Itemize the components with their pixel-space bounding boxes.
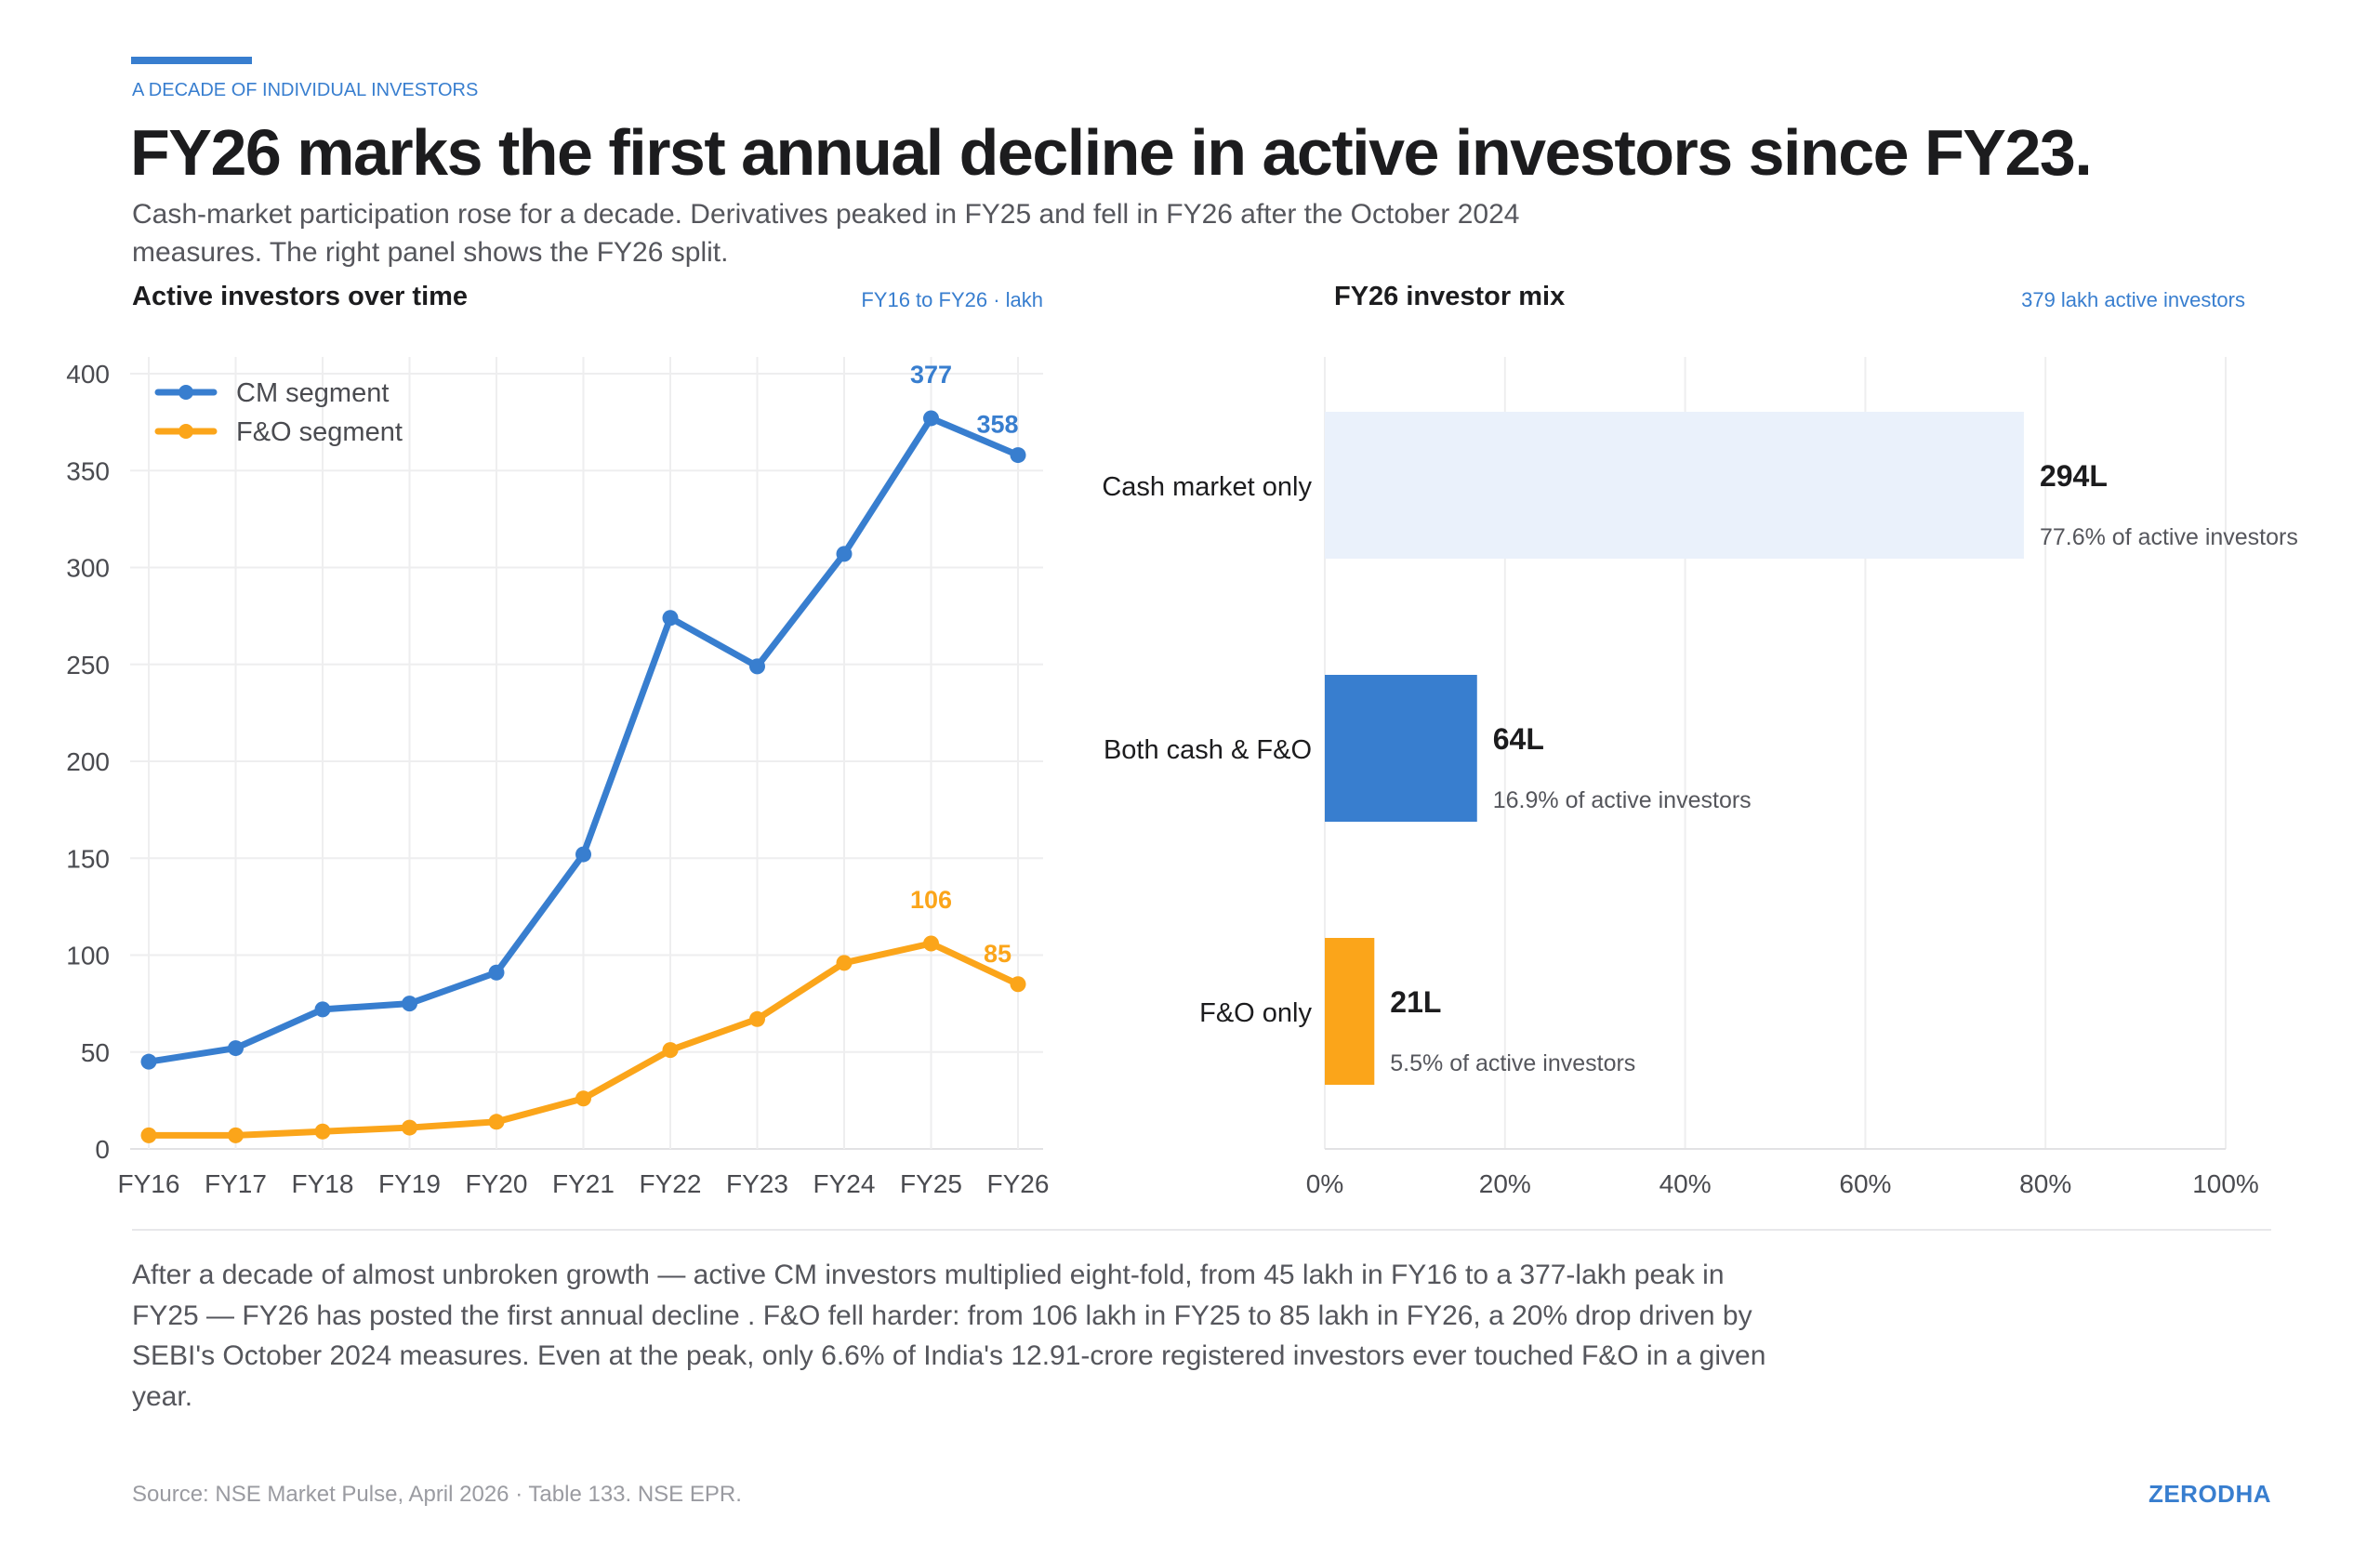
bar bbox=[1325, 938, 1375, 1085]
bar-group: F&O only 21L 5.5% of active investors bbox=[1199, 938, 1635, 1085]
legend-item: CM segment bbox=[154, 378, 389, 408]
x-tick-label: FY16 bbox=[118, 1169, 180, 1198]
value-label: 64L bbox=[1493, 722, 1544, 756]
data-point bbox=[836, 955, 853, 971]
y-tick-label: 0 bbox=[95, 1135, 110, 1164]
data-point bbox=[749, 1010, 765, 1027]
x-tick-label: FY21 bbox=[552, 1169, 615, 1198]
bar-chart-note: 379 lakh active investors bbox=[2021, 288, 2245, 311]
data-point bbox=[662, 1042, 679, 1059]
legend-label: CM segment bbox=[236, 378, 389, 408]
x-tick-label: 20% bbox=[1479, 1169, 1531, 1198]
eyebrow-label: A DECADE OF INDIVIDUAL INVESTORS bbox=[132, 80, 479, 100]
data-point bbox=[140, 1053, 157, 1070]
data-label: 106 bbox=[910, 886, 952, 914]
category-label: F&O only bbox=[1199, 998, 1312, 1028]
data-label: 358 bbox=[976, 411, 1018, 439]
bar-chart-bars: Cash market only 294L 77.6% of active inve… bbox=[1102, 412, 2298, 1085]
page-title: FY26 marks the first annual decline in a… bbox=[130, 116, 2093, 189]
data-label: 377 bbox=[910, 361, 952, 389]
value-label: 21L bbox=[1390, 985, 1441, 1019]
percent-label: 5.5% of active investors bbox=[1390, 1050, 1635, 1076]
x-tick-label: FY19 bbox=[378, 1169, 441, 1198]
brand-logo: ZERODHA bbox=[2148, 1480, 2271, 1508]
category-label: Both cash & F&O bbox=[1104, 735, 1312, 765]
bar-chart: 0% 20% 40% 60% 80% 100% Cash market only 294L 7… bbox=[1102, 357, 2298, 1198]
data-point bbox=[228, 1127, 244, 1143]
legend-marker bbox=[178, 424, 193, 439]
data-point bbox=[402, 996, 417, 1012]
line-chart-legend: CM segment F&O segment bbox=[154, 378, 403, 447]
divider bbox=[132, 1229, 2271, 1231]
x-tick-label: FY26 bbox=[987, 1169, 1050, 1198]
data-label: 85 bbox=[984, 940, 1012, 968]
legend-item: F&O segment bbox=[154, 417, 403, 447]
data-point bbox=[228, 1040, 244, 1057]
bar-chart-x-axis: 0% 20% 40% 60% 80% 100% bbox=[1306, 1169, 2259, 1198]
bar-group: Both cash & F&O 64L 16.9% of active invest… bbox=[1104, 675, 1752, 822]
data-point bbox=[749, 658, 765, 675]
data-point bbox=[314, 1123, 331, 1140]
data-point bbox=[575, 846, 591, 863]
line-chart-series bbox=[140, 410, 1026, 1143]
data-point bbox=[1010, 976, 1026, 993]
data-point bbox=[923, 935, 939, 952]
value-label: 294L bbox=[2040, 459, 2108, 493]
y-tick-label: 50 bbox=[81, 1038, 110, 1067]
x-tick-label: 80% bbox=[2019, 1169, 2071, 1198]
x-tick-label: FY22 bbox=[640, 1169, 702, 1198]
data-point bbox=[488, 964, 505, 981]
line-chart-x-axis: FY16 FY17 FY18 FY19 FY20 FY21 FY22 FY23 FY24 FY25… bbox=[118, 1169, 1050, 1198]
y-tick-label: 350 bbox=[66, 456, 110, 485]
y-tick-label: 150 bbox=[66, 844, 110, 873]
commentary-text: After a decade of almost unbroken growth… bbox=[132, 1260, 1766, 1412]
legend-marker bbox=[178, 385, 193, 400]
bar-chart-title: FY26 investor mix bbox=[1334, 282, 1566, 311]
x-tick-label: FY20 bbox=[466, 1169, 528, 1198]
data-point bbox=[488, 1114, 505, 1130]
line-chart-note: FY16 to FY26 · lakh bbox=[861, 288, 1043, 311]
bar bbox=[1325, 675, 1477, 822]
x-tick-label: FY23 bbox=[726, 1169, 788, 1198]
bar bbox=[1325, 412, 2024, 559]
legend-label: F&O segment bbox=[236, 417, 403, 447]
x-tick-label: FY18 bbox=[292, 1169, 354, 1198]
y-tick-label: 100 bbox=[66, 942, 110, 970]
category-label: Cash market only bbox=[1102, 472, 1312, 502]
y-tick-label: 250 bbox=[66, 651, 110, 680]
y-tick-label: 300 bbox=[66, 554, 110, 583]
line-chart-y-axis: 0 50 100 150 200 250 300 350 400 bbox=[66, 360, 110, 1164]
percent-label: 77.6% of active investors bbox=[2040, 524, 2298, 550]
x-tick-label: 40% bbox=[1659, 1169, 1712, 1198]
data-point bbox=[314, 1001, 331, 1018]
x-tick-label: 60% bbox=[1839, 1169, 1891, 1198]
line-chart-data-labels: 377 358 106 85 bbox=[910, 361, 1019, 968]
page-subtitle: Cash-market participation rose for a dec… bbox=[132, 199, 1520, 268]
x-tick-label: FY17 bbox=[205, 1169, 267, 1198]
accent-bar bbox=[131, 57, 252, 64]
data-point bbox=[1010, 447, 1026, 464]
data-point bbox=[923, 410, 939, 427]
data-point bbox=[575, 1090, 591, 1107]
bar-group: Cash market only 294L 77.6% of active inve… bbox=[1102, 412, 2298, 559]
data-point bbox=[140, 1127, 157, 1143]
line-chart-title: Active investors over time bbox=[132, 282, 469, 311]
y-tick-label: 200 bbox=[66, 747, 110, 776]
percent-label: 16.9% of active investors bbox=[1493, 787, 1752, 813]
x-tick-label: 100% bbox=[2192, 1169, 2259, 1198]
data-point bbox=[662, 610, 679, 627]
data-point bbox=[402, 1119, 417, 1136]
source-note: Source: NSE Market Pulse, April 2026 · T… bbox=[132, 1482, 742, 1507]
x-tick-label: FY25 bbox=[900, 1169, 962, 1198]
line-chart-grid bbox=[130, 357, 1043, 1150]
y-tick-label: 400 bbox=[66, 360, 110, 389]
x-tick-label: 0% bbox=[1306, 1169, 1343, 1198]
data-point bbox=[836, 546, 853, 562]
x-tick-label: FY24 bbox=[813, 1169, 876, 1198]
